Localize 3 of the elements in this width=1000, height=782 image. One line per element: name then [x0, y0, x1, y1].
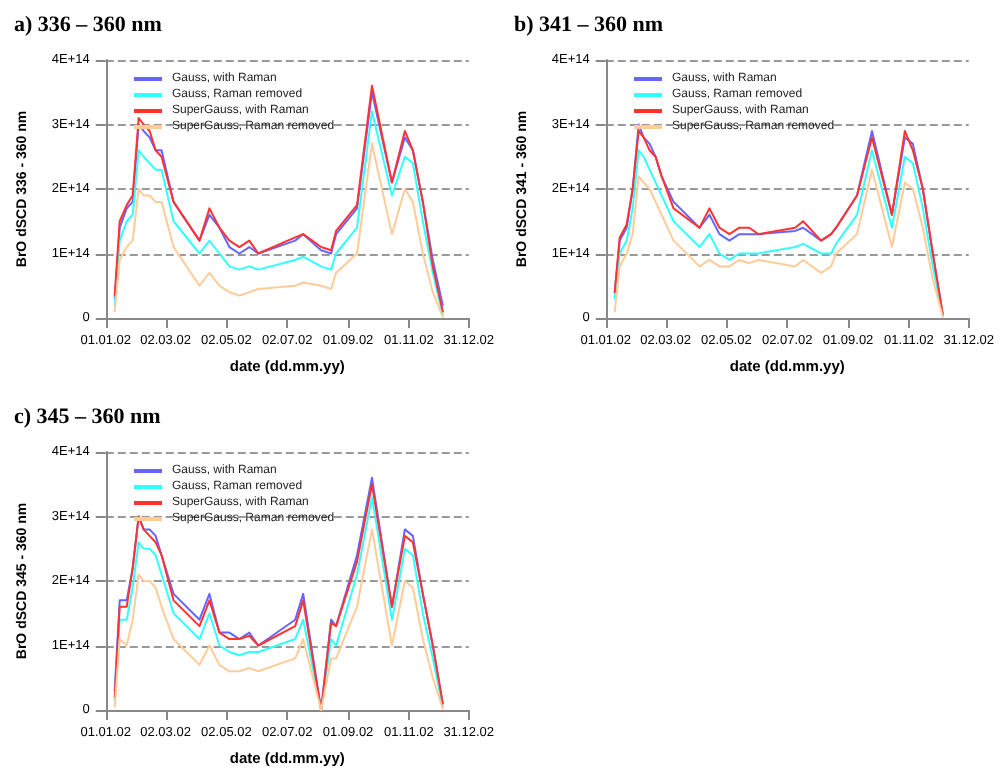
chart-title: a) 336 – 360 nm: [14, 13, 162, 37]
chart-title: c) 345 – 360 nm: [14, 405, 161, 429]
chart-title: b) 341 – 360 nm: [514, 13, 664, 37]
